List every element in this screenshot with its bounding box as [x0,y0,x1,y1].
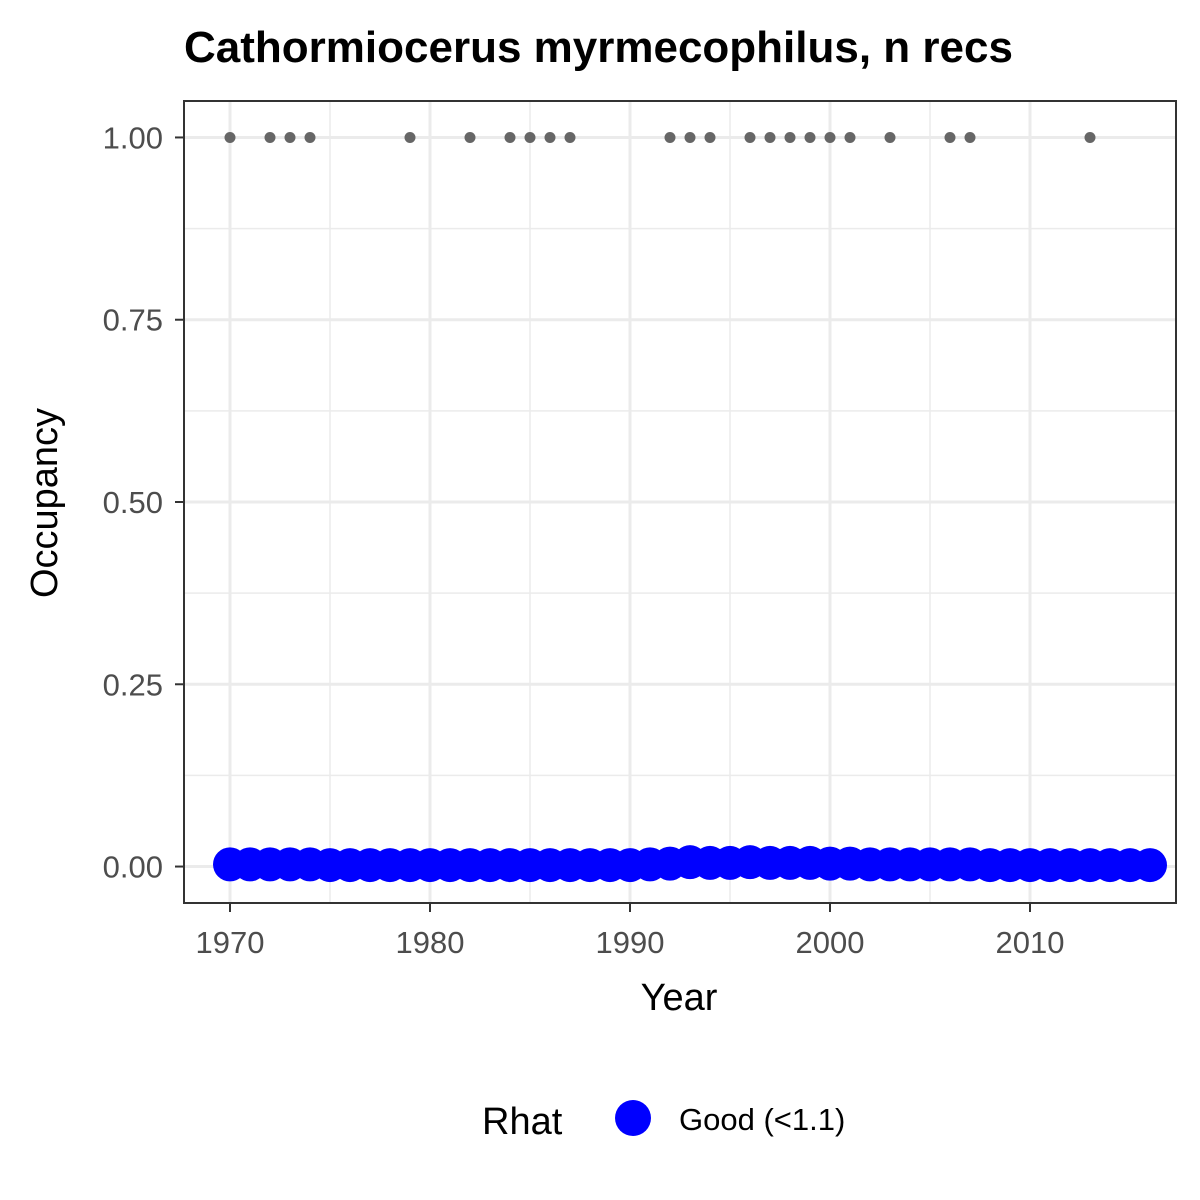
chart-title: Cathormiocerus myrmecophilus, n recs [184,23,1013,72]
observed-record-point [224,131,236,143]
observed-record-point [464,131,476,143]
observed-record-point [684,131,696,143]
y-tick-label: 0.00 [103,850,163,885]
observed-record-point [664,131,676,143]
legend-key-good [615,1100,651,1136]
observed-record-point [1084,131,1096,143]
observed-record-point [704,131,716,143]
y-tick-label: 0.75 [103,303,163,338]
legend: Rhat Good (<1.1) [482,1100,845,1143]
x-tick-label: 2000 [796,925,865,960]
observed-record-point [404,131,416,143]
observed-record-point [884,131,896,143]
x-tick-label: 1980 [396,925,465,960]
observed-record-point [804,131,816,143]
occupancy-estimate-points [213,845,1167,883]
y-tick-label: 0.25 [103,667,163,702]
observed-record-point [944,131,956,143]
observed-record-point [304,131,316,143]
observed-record-point [504,131,516,143]
y-tick-label: 0.50 [103,485,163,520]
observed-record-points [224,131,1096,143]
y-axis-title: Occupancy [24,408,66,598]
observed-record-point [544,131,556,143]
observed-record-point [284,131,296,143]
observed-record-point [564,131,576,143]
x-axis: 1970 1980 1990 2000 2010 [196,903,1065,960]
x-tick-label: 1970 [196,925,265,960]
observed-record-point [844,131,856,143]
x-tick-label: 1990 [596,925,665,960]
observed-record-point [824,131,836,143]
observed-record-point [524,131,536,143]
observed-record-point [744,131,756,143]
observed-record-point [764,131,776,143]
y-axis: 0.00 0.25 0.50 0.75 1.00 [103,120,184,885]
x-tick-label: 2010 [996,925,1065,960]
occupancy-estimate-point [1133,848,1167,883]
observed-record-point [964,131,976,143]
legend-label-good: Good (<1.1) [679,1102,845,1137]
observed-record-point [784,131,796,143]
observed-record-point [264,131,276,143]
y-tick-label: 1.00 [103,120,163,155]
x-axis-title: Year [641,977,718,1019]
legend-title: Rhat [482,1101,563,1143]
